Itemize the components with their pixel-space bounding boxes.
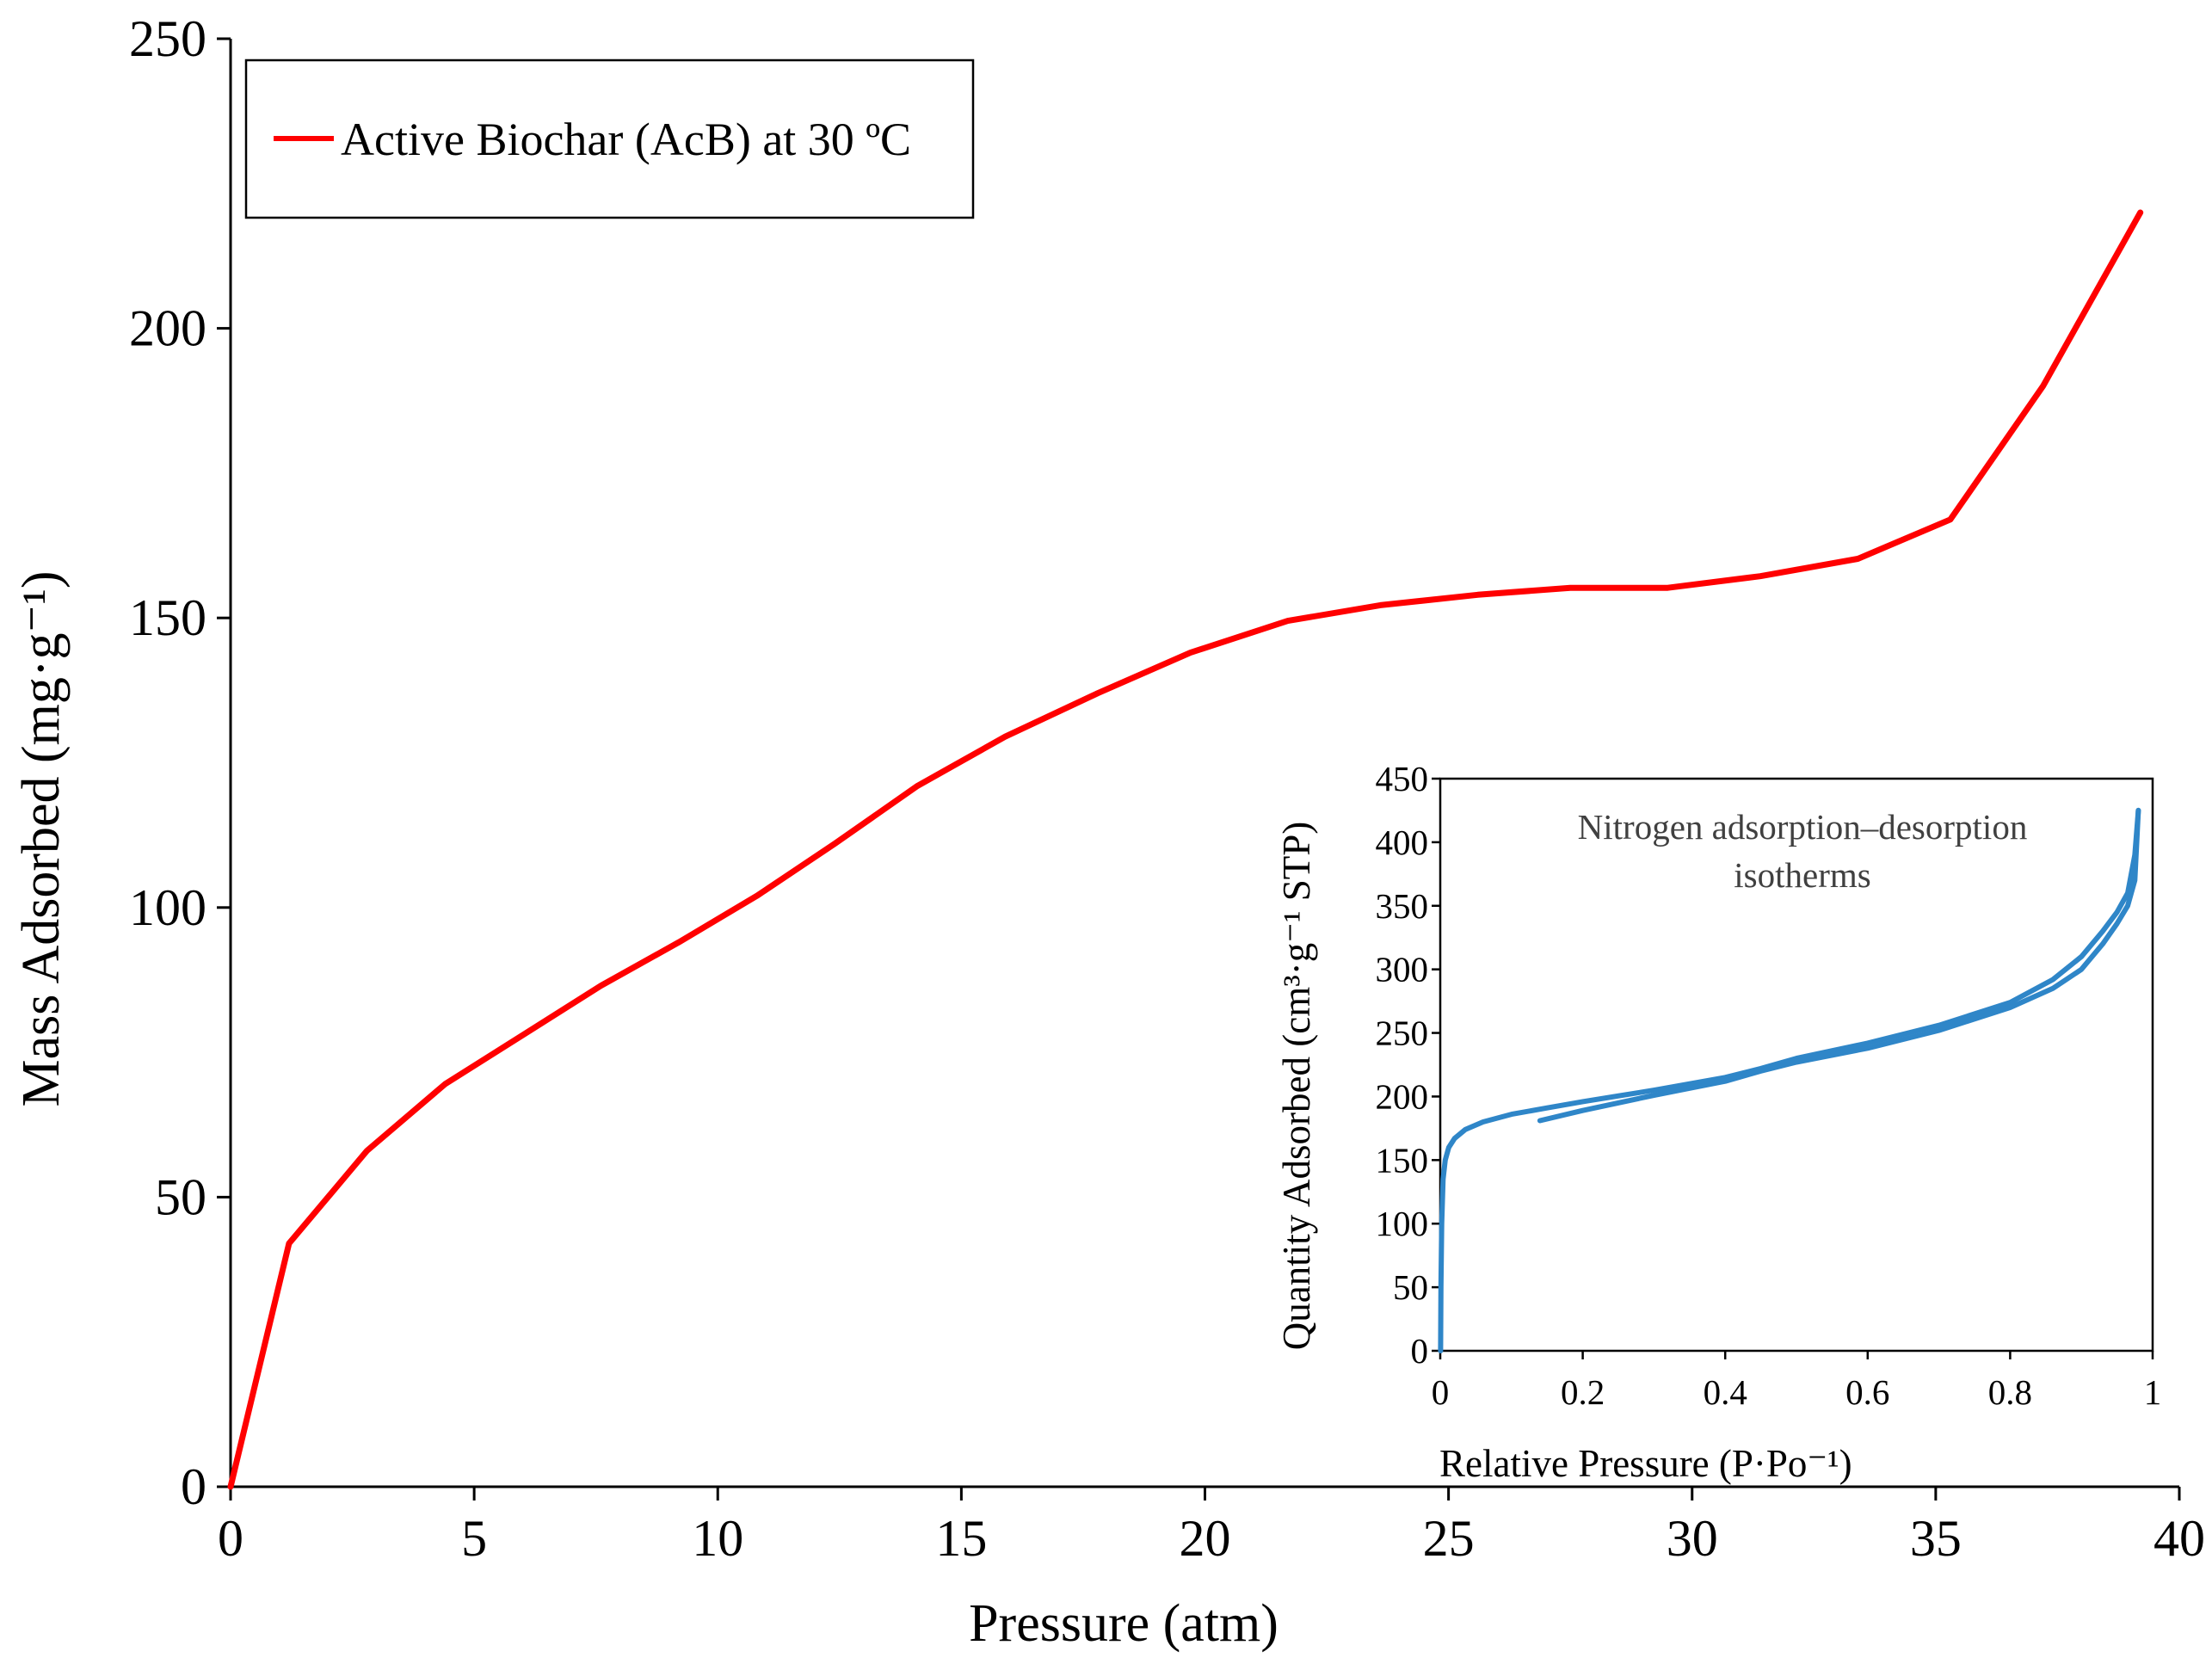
main-y-tick-label: 0 — [181, 1458, 206, 1515]
main-x-tick-label: 0 — [218, 1510, 243, 1567]
inset-series-line-adsorption — [1438, 807, 2141, 1353]
main-x-tick-label: 35 — [1910, 1510, 1962, 1567]
inset-y-tick-label: 350 — [1376, 886, 1429, 926]
inset-y-tick-label: 400 — [1376, 823, 1429, 862]
main-y-tick-label: 200 — [129, 300, 206, 357]
main-x-tick-label: 40 — [2153, 1510, 2205, 1567]
inset-chart: 0 0.2 0.4 0.6 0.8 1 0 50 100 150 200 250 300 350 400 45… — [1256, 757, 2177, 1485]
inset-y-tick-label: 150 — [1376, 1140, 1429, 1180]
inset-x-axis-title: Relative Pressure (P·Po⁻¹) — [1439, 1442, 1852, 1485]
main-y-tick-label: 150 — [129, 589, 206, 646]
inset-plot-frame — [1439, 777, 2154, 1353]
main-x-tick-label: 30 — [1667, 1510, 1718, 1567]
main-y-axis-title: Mass Adsorbed (mg·g⁻¹) — [12, 570, 71, 1106]
main-series-layer — [227, 209, 2144, 1490]
inset-y-tick-label: 200 — [1376, 1076, 1429, 1116]
main-legend: Active Biochar (AcB) at 30 ºC — [244, 59, 975, 219]
inset-y-tick-label: 450 — [1376, 759, 1429, 798]
legend-box — [244, 59, 975, 219]
inset-y-tick-label: 50 — [1393, 1267, 1428, 1307]
main-y-tick-label: 100 — [129, 879, 206, 936]
main-x-tick-label: 25 — [1423, 1510, 1475, 1567]
main-x-axis-title: Pressure (atm) — [969, 1594, 1279, 1653]
main-y-tick-label: 50 — [155, 1168, 206, 1225]
inset-annotation-line: Nitrogen adsorption–desorption — [1578, 807, 2028, 847]
inset-x-tick-label: 0.2 — [1561, 1372, 1605, 1412]
inset-y-tick-label: 300 — [1376, 950, 1429, 989]
main-x-tick-label: 5 — [461, 1510, 487, 1567]
inset-y-tick-label: 0 — [1411, 1331, 1429, 1371]
main-y-tick-label: 250 — [129, 10, 206, 67]
inset-series-layer — [1438, 807, 2141, 1353]
inset-x-tick-label: 1 — [2144, 1372, 2162, 1412]
main-x-tick-label: 10 — [692, 1510, 743, 1567]
inset-y-axis-title: Quantity Adsorbed (cm³·g⁻¹ STP) — [1275, 822, 1318, 1350]
legend-label: Active Biochar (AcB) at 30 ºC — [341, 114, 911, 165]
inset-annotation-line: isotherms — [1734, 855, 1870, 895]
inset-series-line-desorption — [1537, 807, 2141, 1124]
inset-axes: 0 0.2 0.4 0.6 0.8 1 0 50 100 150 200 250 300 350 400 45… — [1376, 759, 2162, 1412]
inset-background — [1256, 757, 2177, 1372]
inset-x-tick-label: 0.4 — [1704, 1372, 1747, 1412]
inset-x-tick-label: 0.6 — [1845, 1372, 1889, 1412]
main-x-tick-label: 15 — [935, 1510, 987, 1567]
inset-y-tick-label: 100 — [1376, 1204, 1429, 1243]
inset-x-tick-label: 0.8 — [1988, 1372, 2032, 1412]
inset-y-tick-label: 250 — [1376, 1014, 1429, 1053]
inset-annotation: Nitrogen adsorption–desorption isotherms — [1578, 807, 2028, 895]
series-line-active-biochar — [227, 209, 2144, 1490]
main-x-tick-label: 20 — [1180, 1510, 1231, 1567]
inset-x-tick-label: 0 — [1432, 1372, 1450, 1412]
